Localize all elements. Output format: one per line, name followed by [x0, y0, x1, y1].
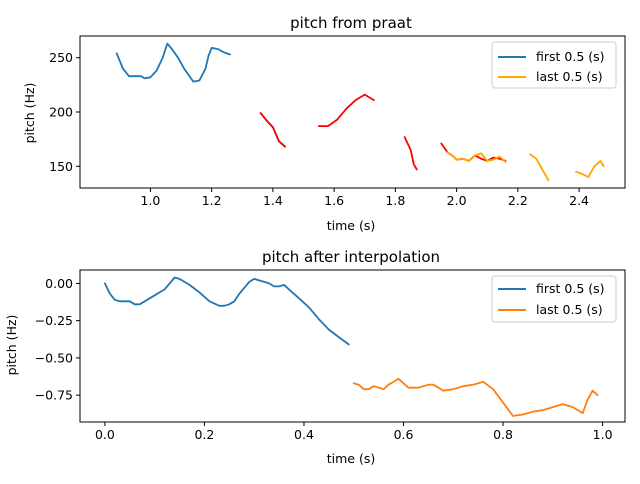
y-tick-label: −0.75: [35, 388, 73, 403]
x-tick-label: 1.0: [593, 427, 613, 442]
y-tick-label: 150: [49, 159, 73, 174]
series-line-1-segment-1: [317, 93, 375, 127]
x-tick-label: 0.0: [95, 427, 115, 442]
series-line-1-segment-0: [352, 377, 599, 417]
plot-area: 1.0 1.2 1.4 1.6 1.8 2.0 2.2 2.4 150 200 250: [49, 35, 626, 208]
x-tick-label: 1.8: [385, 193, 405, 208]
series-line-2-segment-1: [529, 153, 550, 182]
y-axis-label: pitch (Hz): [22, 83, 37, 144]
x-tick-label: 0.2: [194, 427, 214, 442]
legend: first 0.5 (s) last 0.5 (s): [491, 41, 617, 89]
x-tick-label: 1.0: [140, 193, 160, 208]
y-axis-label: pitch (Hz): [4, 315, 19, 376]
chart-title: pitch from praat: [290, 14, 412, 32]
series-line-0-segment-0: [104, 276, 350, 346]
x-tick-label: 1.4: [263, 193, 283, 208]
x-tick-label: 2.0: [447, 193, 467, 208]
legend-label-last: last 0.5 (s): [536, 69, 603, 84]
x-axis-label: time (s): [327, 218, 375, 233]
x-tick-label: 0.8: [493, 427, 513, 442]
series-line-2-segment-2: [575, 160, 605, 178]
chart-pitch-from-praat: pitch from praat 1.0 1.2 1.4 1.6 1.8 2.0 2.2 2.…: [22, 14, 626, 233]
chart-pitch-after-interpolation: pitch after interpolation 0.0 0.2 0.4 0.6 0.…: [4, 248, 626, 466]
y-tick-label: −0.25: [35, 313, 73, 328]
series-line-0-segment-0: [115, 42, 231, 83]
axes-frame: [79, 269, 626, 423]
x-axis-label: time (s): [327, 451, 375, 466]
chart-title: pitch after interpolation: [262, 248, 440, 266]
x-tick-label: 0.6: [394, 427, 414, 442]
x-tick-label: 1.2: [202, 193, 222, 208]
series-line-1-segment-0: [259, 112, 286, 148]
legend-label-first: first 0.5 (s): [536, 281, 605, 296]
y-tick-label: 0.00: [45, 276, 73, 291]
y-tick-label: 250: [49, 50, 73, 65]
plot-area: 0.0 0.2 0.4 0.6 0.8 1.0 0.00 −0.25 −0.50 −0.75: [35, 269, 626, 442]
y-tick-label: −0.50: [35, 350, 73, 365]
series-line-1-segment-2: [403, 136, 418, 171]
legend: first 0.5 (s) last 0.5 (s): [491, 275, 617, 323]
y-tick-label: 200: [49, 105, 73, 120]
legend-label-first: first 0.5 (s): [536, 49, 605, 64]
x-tick-label: 0.4: [294, 427, 314, 442]
series-line-2-segment-0: [446, 151, 507, 163]
x-tick-label: 2.2: [508, 193, 528, 208]
x-tick-label: 2.4: [569, 193, 589, 208]
legend-label-last: last 0.5 (s): [536, 302, 603, 317]
x-tick-label: 1.6: [324, 193, 344, 208]
